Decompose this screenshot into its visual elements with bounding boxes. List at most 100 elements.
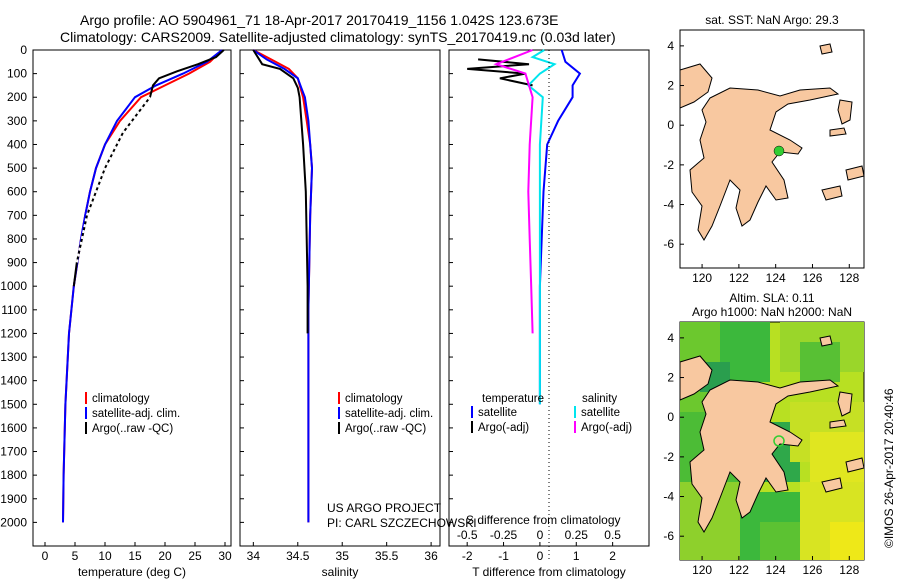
map-x-tick-label: 124 <box>766 271 786 285</box>
depth-tick-label: 1500 <box>0 397 27 411</box>
temp-tick-label: 30 <box>218 549 232 563</box>
map-y-tick-label: 0 <box>667 410 674 424</box>
land-island <box>845 165 865 181</box>
depth-tick-label: 200 <box>7 90 27 104</box>
sst-map <box>679 29 865 269</box>
map-x-tick-label: 122 <box>729 271 749 285</box>
salinity-x-axis: 34 34.5 35 35.5 36 <box>247 542 438 563</box>
depth-tick-label: 100 <box>7 67 27 81</box>
land-island <box>821 185 843 201</box>
sst-land <box>679 43 865 241</box>
depth-tick-label: 500 <box>7 161 27 175</box>
land-borneo <box>679 63 713 109</box>
map-y-tick-label: -6 <box>663 237 674 251</box>
sal-tick-label: 35.5 <box>375 549 399 563</box>
s-difference-axis: -0.5 -0.25 0 0.25 0.5 <box>457 528 621 542</box>
map-y-tick-label: -4 <box>663 198 674 212</box>
temp-tick-label: 0 <box>42 549 49 563</box>
sla-patch <box>810 432 864 482</box>
s-tick-label: 0.25 <box>565 528 589 542</box>
legend-temp-satellite: satellite <box>478 407 517 419</box>
land-sulawesi <box>689 379 840 533</box>
depth-tick-label: 1700 <box>0 445 27 459</box>
imos-watermark: ©IMOS 26-Apr-2017 20:40:46 <box>882 388 896 548</box>
float-position-marker <box>773 145 785 157</box>
depth-tick-label: 1800 <box>0 468 27 482</box>
salinity-legend: climatology satellite-adj. clim. Argo(..… <box>338 392 433 435</box>
temperature-xlabel: temperature (deg C) <box>78 565 186 579</box>
land-island <box>845 457 865 473</box>
temp-tick-label: 5 <box>72 549 79 563</box>
legend-argo: Argo(..raw -QC) <box>92 423 173 435</box>
series-line <box>252 49 314 523</box>
salinity-heading: salinity <box>582 393 617 405</box>
map-x-tick-label: 120 <box>692 563 712 577</box>
s-tick-label: 0 <box>537 528 544 542</box>
map-y-tick-label: 4 <box>667 331 674 345</box>
sla-map-y-axis: 4 2 0 -2 -4 -6 <box>663 331 684 543</box>
land-island <box>837 391 853 417</box>
land-island <box>819 335 833 347</box>
sla-map <box>679 321 865 561</box>
climatology-title: Climatology: CARS2009. Satellite-adjuste… <box>60 29 616 45</box>
sla-map-subtitle: Argo h1000: NaN h2000: NaN <box>692 305 852 319</box>
series-line <box>252 49 309 334</box>
map-x-tick-label: 124 <box>766 563 786 577</box>
temp-tick-label: 20 <box>158 549 172 563</box>
t-tick-label: 0 <box>537 549 544 563</box>
series-line <box>62 49 223 523</box>
map-x-tick-label: 128 <box>839 563 859 577</box>
t-difference-label: T difference from climatology <box>472 565 626 579</box>
legend-climatology: climatology <box>92 393 150 405</box>
map-x-tick-label: 126 <box>802 563 822 577</box>
salinity-xlabel: salinity <box>322 565 359 579</box>
float-position-ring <box>773 435 785 447</box>
land-island <box>819 43 833 55</box>
series-line <box>62 49 223 523</box>
sst-map-title: sat. SST: NaN Argo: 29.3 <box>705 13 839 27</box>
sal-tick-label: 34.5 <box>286 549 310 563</box>
legend-satellite: satellite-adj. clim. <box>92 408 180 420</box>
sla-map-title: Altim. SLA: 0.11 <box>729 291 814 305</box>
depth-axis: 0 100 200 300 400 500 600 700 800 900 1000 1100 1200… <box>0 43 453 529</box>
map-y-tick-label: 0 <box>667 118 674 132</box>
map-y-tick-label: -4 <box>663 490 674 504</box>
temperature-legend: climatology satellite-adj. clim. Argo(..… <box>85 392 180 435</box>
depth-tick-label: 1200 <box>0 326 27 340</box>
depth-tick-label: 1900 <box>0 492 27 506</box>
depth-tick-label: 900 <box>7 256 27 270</box>
depth-tick-label: 1300 <box>0 350 27 364</box>
map-x-tick-label: 120 <box>692 271 712 285</box>
map-x-tick-label: 122 <box>729 563 749 577</box>
sst-map-y-axis: 4 2 0 -2 -4 -6 <box>663 39 684 251</box>
map-y-tick-label: 2 <box>667 79 674 93</box>
temperature-heading: temperature <box>482 393 544 405</box>
salinity-panel-frame <box>239 49 441 547</box>
land-borneo <box>679 355 713 401</box>
map-y-tick-label: -2 <box>663 450 674 464</box>
t-tick-label: 2 <box>609 549 616 563</box>
temperature-x-axis: 0 5 10 15 20 25 30 <box>42 542 232 563</box>
difference-lines <box>467 49 582 405</box>
sal-tick-label: 35 <box>336 549 350 563</box>
depth-tick-label: 1100 <box>1 303 27 317</box>
project-label: US ARGO PROJECT <box>327 501 442 515</box>
map-x-tick-label: 126 <box>802 271 822 285</box>
t-tick-label: -1 <box>498 549 509 563</box>
s-tick-label: -0.5 <box>457 528 478 542</box>
legend-satellite: satellite-adj. clim. <box>345 408 433 420</box>
diff-series-line <box>538 49 582 405</box>
s-tick-label: -0.25 <box>490 528 518 542</box>
land-sulawesi <box>689 87 840 241</box>
depth-tick-label: 400 <box>7 137 27 151</box>
depth-tick-label: 1000 <box>0 279 27 293</box>
map-y-tick-label: 2 <box>667 371 674 385</box>
diff-series-line <box>467 58 533 87</box>
depth-tick-label: 2000 <box>0 515 27 529</box>
depth-tick-label: 1400 <box>0 374 27 388</box>
temperature-panel-frame <box>32 49 232 547</box>
sla-map-x-axis: 120 122 124 126 128 <box>692 556 860 577</box>
land-island <box>829 127 847 137</box>
map-x-tick-label: 128 <box>839 271 859 285</box>
